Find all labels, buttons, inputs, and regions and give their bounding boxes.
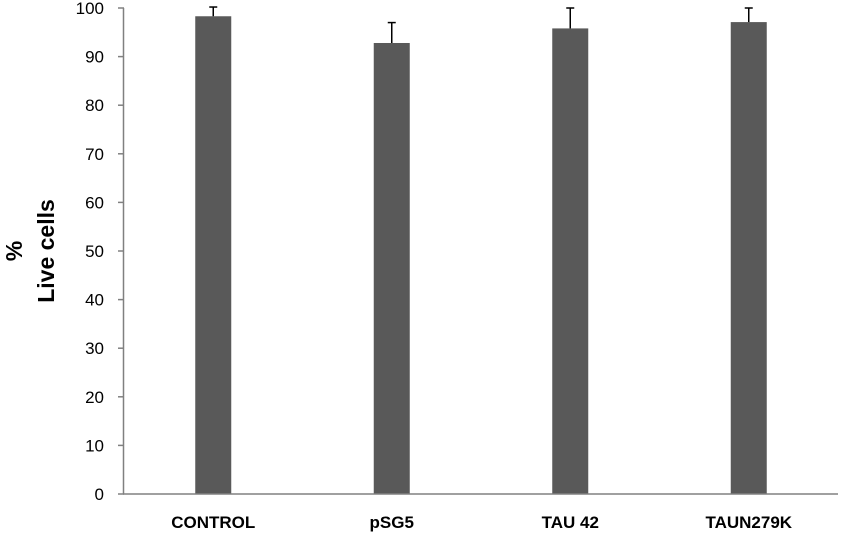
x-category-label: TAUN279K	[705, 513, 792, 532]
y-tick-label: 60	[85, 193, 104, 212]
y-tick-label: 100	[76, 0, 104, 18]
y-tick-label: 10	[85, 436, 104, 455]
error-bars	[209, 6, 753, 43]
x-category-label: TAU 42	[542, 513, 599, 532]
bar-taun279k	[730, 22, 767, 495]
y-tick-label: 20	[85, 388, 104, 407]
bars	[195, 16, 767, 495]
x-category-label: CONTROL	[171, 513, 255, 532]
x-axis-labels: CONTROL pSG5 TAU 42 TAUN279K	[171, 513, 793, 532]
bar-control	[195, 16, 232, 495]
y-axis-title-line1: %	[1, 241, 27, 261]
y-tick-label: 70	[85, 145, 104, 164]
y-tick-label: 90	[85, 48, 104, 67]
y-tick-label: 40	[85, 291, 104, 310]
x-category-label: pSG5	[370, 513, 414, 532]
bar-psg5	[373, 42, 410, 494]
y-axis-title: % Live cells	[1, 199, 59, 303]
y-tick-label: 0	[95, 485, 104, 504]
y-axis-title-line2: Live cells	[33, 199, 59, 303]
y-tick-label: 50	[85, 242, 104, 261]
y-axis-ticks: 0 10 20 30 40 50 60 70 80 90 100	[76, 0, 124, 504]
y-tick-label: 30	[85, 339, 104, 358]
y-tick-label: 80	[85, 96, 104, 115]
bar-tau-42	[552, 28, 589, 495]
